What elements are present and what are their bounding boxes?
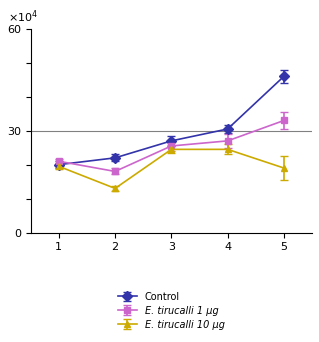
Legend: Control, E. tirucalli 1 μg, E. tirucalli 10 μg: Control, E. tirucalli 1 μg, E. tirucalli… — [114, 288, 229, 334]
Text: $\times10^4$: $\times10^4$ — [8, 8, 38, 25]
